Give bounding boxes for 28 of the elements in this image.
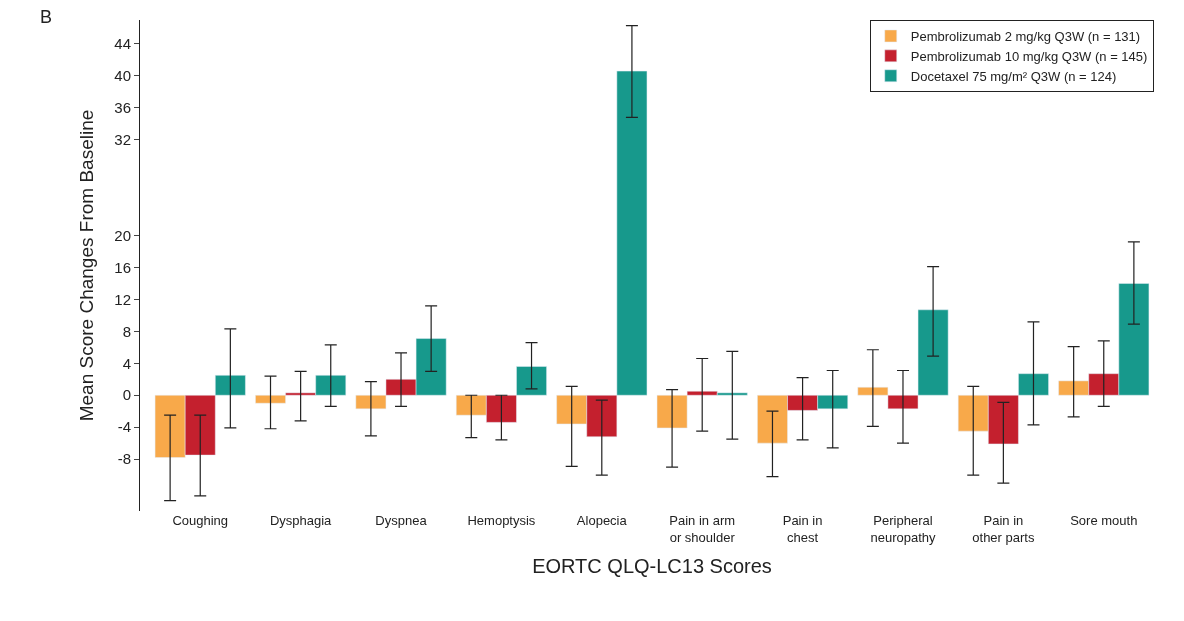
x-tick-label: Sore mouth [1070,513,1138,528]
y-tick-label: 40 [114,67,131,85]
x-tick-label: Alopecia [576,513,628,528]
y-tick-label: 16 [114,258,131,276]
y-tick-label: 12 [114,290,131,308]
y-tick-label: 44 [114,35,131,53]
x-tick-label: Peripheral neuropathy [870,513,936,545]
y-axis-title: Mean Score Changes From Baseline [76,109,98,422]
y-tick-label: 36 [114,99,131,117]
x-tick-label: Pain in chest [782,513,823,545]
legend-label: Docetaxel 75 mg/m² Q3W (n = 124) [910,68,1117,84]
legend-label: Pembrolizumab 2 mg/kg Q3W (n = 131) [910,29,1141,45]
x-tick-label: Pain in other parts [972,513,1035,545]
y-tick-label: 20 [114,226,131,244]
x-tick-label: Hemoptysis [467,513,536,528]
x-tick-label: Dyspnea [375,513,428,528]
x-axis-title: EORTC QLQ-LC13 Scores [532,555,772,578]
x-tick-label: Pain in arm or shoulder [669,513,736,545]
y-tick-label: 4 [122,354,131,372]
x-tick-label: Coughing [172,513,229,528]
text: B [40,7,53,27]
y-tick-label: -8 [117,450,131,468]
y-tick-label: 32 [114,131,131,149]
legend-label: Pembrolizumab 10 mg/kg Q3W (n = 145) [910,48,1148,64]
x-tick-label: Dysphagia [269,513,333,528]
y-tick-label: 8 [122,322,131,340]
y-tick-label: -4 [117,418,131,436]
y-tick-label: 0 [122,386,131,404]
